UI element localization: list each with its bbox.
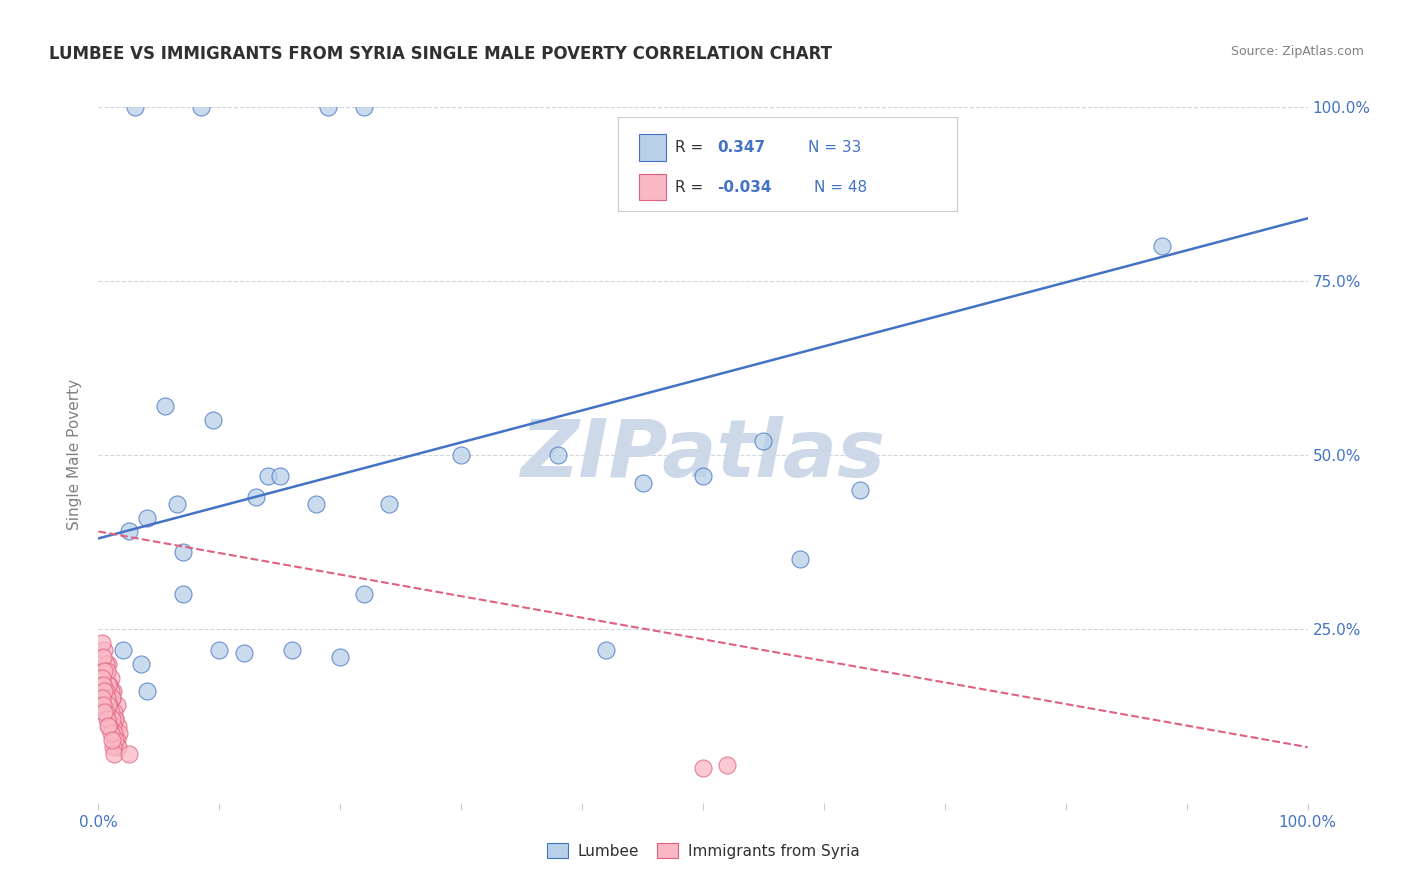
Point xyxy=(100,671,122,685)
Point xyxy=(849,483,872,497)
Point xyxy=(91,698,114,713)
Point xyxy=(305,497,328,511)
Point xyxy=(100,691,122,706)
Point xyxy=(329,649,352,664)
Point xyxy=(716,757,738,772)
Point xyxy=(100,691,122,706)
Point xyxy=(281,642,304,657)
Point xyxy=(108,726,131,740)
Point xyxy=(98,677,121,691)
Point xyxy=(316,100,339,114)
Point xyxy=(124,100,146,114)
Point xyxy=(101,719,124,733)
Point xyxy=(98,698,121,713)
Point xyxy=(97,698,120,713)
Text: R =: R = xyxy=(675,140,709,155)
Point xyxy=(91,691,114,706)
Text: -0.034: -0.034 xyxy=(717,179,772,194)
Point xyxy=(100,684,122,698)
Point xyxy=(105,698,128,713)
Point xyxy=(93,706,115,720)
Point xyxy=(190,100,212,114)
Point xyxy=(256,468,278,483)
Point xyxy=(96,691,118,706)
Point xyxy=(595,642,617,657)
Text: N = 48: N = 48 xyxy=(814,179,868,194)
Point xyxy=(353,100,375,114)
Point xyxy=(202,413,225,427)
Point xyxy=(208,642,231,657)
Point xyxy=(103,726,125,740)
Point xyxy=(107,740,129,755)
Point xyxy=(94,684,117,698)
Point xyxy=(232,646,254,660)
Point xyxy=(98,719,121,733)
Point xyxy=(172,587,194,601)
Point xyxy=(97,719,120,733)
Point xyxy=(96,664,118,678)
Point xyxy=(96,712,118,726)
Point xyxy=(166,497,188,511)
Point xyxy=(153,399,176,413)
Point xyxy=(93,684,115,698)
Point xyxy=(692,468,714,483)
Point xyxy=(789,552,811,566)
Point xyxy=(103,706,125,720)
Point xyxy=(104,712,127,726)
Text: ZIPatlas: ZIPatlas xyxy=(520,416,886,494)
Point xyxy=(450,448,472,462)
Point xyxy=(105,733,128,747)
Point xyxy=(100,726,122,740)
Point xyxy=(94,706,117,720)
FancyBboxPatch shape xyxy=(638,174,665,201)
Point xyxy=(118,747,141,761)
Point xyxy=(752,434,775,448)
Point xyxy=(91,671,114,685)
Point xyxy=(172,545,194,559)
Text: LUMBEE VS IMMIGRANTS FROM SYRIA SINGLE MALE POVERTY CORRELATION CHART: LUMBEE VS IMMIGRANTS FROM SYRIA SINGLE M… xyxy=(49,45,832,62)
Text: N = 33: N = 33 xyxy=(808,140,862,155)
Text: R =: R = xyxy=(675,179,709,194)
Point xyxy=(93,642,115,657)
Point xyxy=(97,657,120,671)
Legend: Lumbee, Immigrants from Syria: Lumbee, Immigrants from Syria xyxy=(540,837,866,864)
Point xyxy=(547,448,569,462)
Point xyxy=(91,677,114,691)
Point xyxy=(118,524,141,539)
Point xyxy=(93,664,115,678)
Point xyxy=(91,649,114,664)
Point xyxy=(107,719,129,733)
FancyBboxPatch shape xyxy=(619,118,957,211)
Point xyxy=(101,740,124,755)
Point xyxy=(101,684,124,698)
Point xyxy=(111,642,134,657)
Point xyxy=(135,510,157,524)
Point xyxy=(245,490,267,504)
Text: Source: ZipAtlas.com: Source: ZipAtlas.com xyxy=(1230,45,1364,58)
Point xyxy=(100,733,122,747)
FancyBboxPatch shape xyxy=(638,134,665,161)
Point xyxy=(1152,239,1174,253)
Point xyxy=(100,706,122,720)
Y-axis label: Single Male Poverty: Single Male Poverty xyxy=(67,379,83,531)
Point xyxy=(104,733,127,747)
Point xyxy=(692,761,714,775)
Text: 0.347: 0.347 xyxy=(717,140,766,155)
Point xyxy=(631,475,654,490)
Point xyxy=(91,636,114,650)
Point xyxy=(269,468,291,483)
Point xyxy=(135,684,157,698)
Point xyxy=(100,712,122,726)
Point xyxy=(97,677,120,691)
Point xyxy=(94,657,117,671)
Point xyxy=(103,747,125,761)
Point xyxy=(353,587,375,601)
Point xyxy=(104,712,127,726)
Point xyxy=(129,657,152,671)
Point xyxy=(377,497,399,511)
